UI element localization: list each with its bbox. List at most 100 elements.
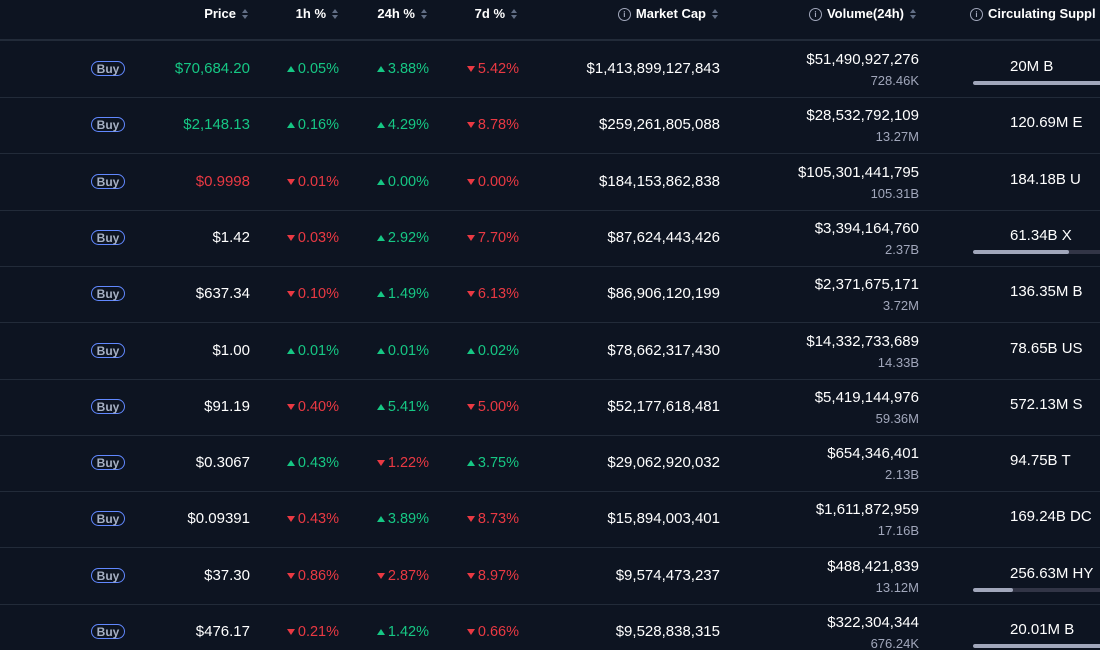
change-d7-value: 8.97% [477,567,519,584]
change-d7: 8.78% [466,117,519,133]
market-cap: $86,906,120,199 [607,285,720,303]
table-row[interactable]: Buy $0.9998 0.01% 0.00% 0.00% $184,153,8… [0,154,1100,211]
table-row[interactable]: Buy $1.00 0.01% 0.01% 0.02% $78,662,317,… [0,323,1100,380]
change-d7: 5.00% [466,399,519,415]
header-1h-label: 1h % [295,6,326,21]
change-d7-value: 3.75% [477,455,519,472]
supply-progress-bar [973,249,1100,254]
price: $0.9998 [195,172,250,190]
volume: $322,304,344 [827,614,919,631]
change-h1-value: 0.21% [297,624,339,640]
change-d7-value: 5.42% [477,61,519,77]
change-h1: 0.16% [286,117,339,133]
change-d7: 5.42% [466,61,519,77]
caret-down-icon [286,629,295,635]
change-h1-value: 0.01% [297,173,339,190]
change-d7: 0.66% [466,624,519,640]
change-h1-value: 0.40% [297,398,339,415]
supply-progress-bar [973,81,1100,85]
info-icon[interactable]: i [970,7,983,21]
change-h24-value: 1.49% [387,286,429,303]
info-icon[interactable]: i [808,7,822,21]
buy-button[interactable]: Buy [91,511,125,527]
caret-down-icon [466,572,475,579]
volume-sub: 2.13B [885,467,919,483]
header-circulating[interactable]: i Circulating Suppl [970,0,1096,28]
caret-up-icon [286,122,295,129]
circulating-supply: 78.65B US [1010,339,1083,357]
buy-button[interactable]: Buy [91,61,125,76]
table-row[interactable]: Buy $91.19 0.40% 5.41% 5.00% $52,177,618… [0,379,1100,436]
volume: $5,419,144,976 [814,388,919,406]
change-h24: 2.87% [376,567,429,584]
change-h1-value: 0.43% [297,511,339,528]
buy-button[interactable]: Buy [91,398,125,414]
caret-down-icon [286,291,295,298]
change-h24-value: 2.87% [387,567,429,584]
buy-button[interactable]: Buy [91,567,125,583]
table-row[interactable]: Buy $476.17 0.21% 1.42% 0.66% $9,528,838… [0,604,1100,650]
table-row[interactable]: Buy $0.09391 0.43% 3.89% 8.73% $15,894,0… [0,491,1100,549]
change-h1: 0.03% [286,230,339,246]
table-row[interactable]: Buy $2,148.13 0.16% 4.29% 8.78% $259,261… [0,97,1100,155]
change-h1-value: 0.86% [297,567,339,584]
header-24h[interactable]: 24h % [377,0,428,28]
change-h24: 5.41% [376,398,429,415]
buy-button[interactable]: Buy [91,455,125,471]
caret-up-icon [286,66,295,72]
table-row[interactable]: Buy $637.34 0.10% 1.49% 6.13% $86,906,12… [0,266,1100,324]
header-7d[interactable]: 7d % [475,0,518,28]
table-row[interactable]: Buy $37.30 0.86% 2.87% 8.97% $9,574,473,… [0,548,1100,605]
caret-down-icon [286,178,295,185]
market-cap: $87,624,443,426 [607,228,720,246]
caret-up-icon [376,347,385,354]
table-row[interactable]: Buy $70,684.20 0.05% 3.88% 5.42% $1,413,… [0,41,1100,98]
market-cap: $15,894,003,401 [607,510,720,528]
change-h24-value: 5.41% [387,398,429,415]
buy-button[interactable]: Buy [91,229,125,245]
header-7d-label: 7d % [474,6,505,21]
change-h1: 0.01% [286,342,339,359]
change-h1-value: 0.05% [297,61,339,77]
header-market-cap-label: Market Cap [635,6,706,21]
price: $637.34 [195,285,250,303]
change-d7: 0.00% [466,174,519,190]
circulating-supply: 120.69M E [1010,114,1083,132]
buy-button[interactable]: Buy [91,342,125,358]
table-row[interactable]: Buy $0.3067 0.43% 1.22% 3.75% $29,062,92… [0,435,1100,493]
change-h1-value: 0.01% [297,342,339,359]
header-1h[interactable]: 1h % [296,0,339,28]
circulating-supply: 94.75B T [1010,452,1071,470]
caret-up-icon [376,122,385,129]
table-row[interactable]: Buy $1.42 0.03% 2.92% 7.70% $87,624,443,… [0,210,1100,267]
circulating-supply: 136.35M B [1010,283,1083,301]
change-h24-value: 0.00% [387,173,429,190]
buy-button[interactable]: Buy [91,173,125,189]
info-icon[interactable]: i [617,7,631,21]
sort-icon [510,8,518,20]
change-h24: 2.92% [376,230,429,246]
circulating-supply: 20.01M B [1010,621,1075,638]
header-market-cap[interactable]: i Market Cap [617,0,719,28]
header-volume[interactable]: i Volume(24h) [808,0,917,28]
volume-sub: 17.16B [877,523,919,539]
volume-sub: 14.33B [877,354,919,370]
caret-up-icon [466,347,475,354]
change-h24-value: 1.22% [387,455,429,472]
buy-button[interactable]: Buy [91,624,125,639]
volume-sub: 676.24K [870,636,919,650]
buy-button[interactable]: Buy [91,117,125,133]
market-cap: $78,662,317,430 [607,341,720,359]
caret-up-icon [376,403,385,410]
buy-button[interactable]: Buy [91,286,125,302]
header-price[interactable]: Price [204,0,249,28]
price: $1.42 [212,228,250,246]
price: $476.17 [195,623,250,640]
market-cap: $9,574,473,237 [615,566,720,584]
volume: $3,394,164,760 [814,219,919,237]
change-h1-value: 0.43% [297,455,339,472]
change-d7-value: 7.70% [477,229,519,246]
price: $91.19 [204,397,250,415]
caret-up-icon [376,291,385,298]
